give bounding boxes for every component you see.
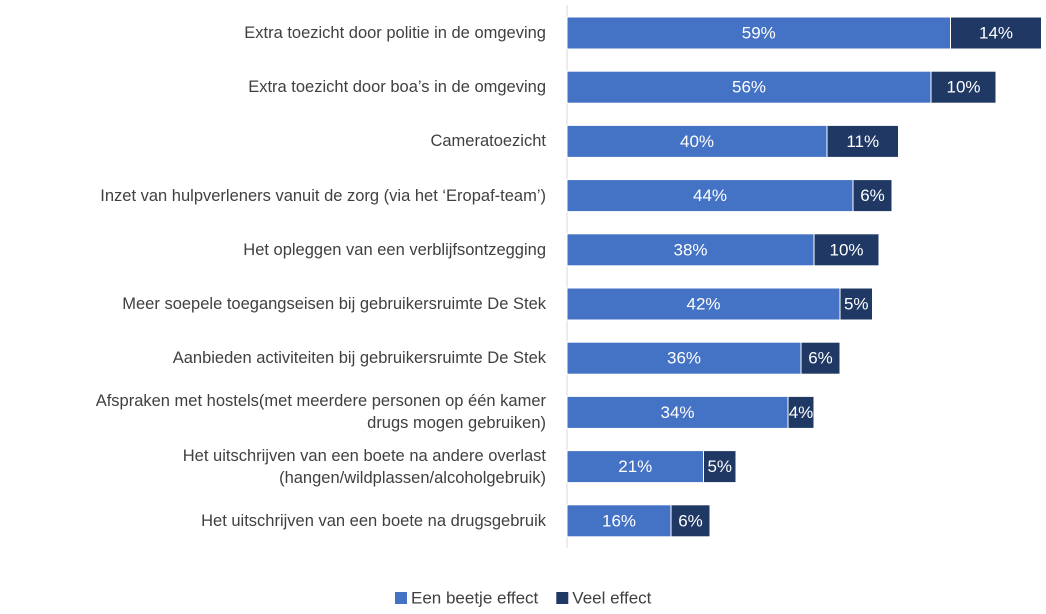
bar-segment [566,179,854,213]
bar-segment [930,70,997,104]
legend-swatch [556,592,569,604]
category-label: Het opleggen van een verblijfsontzegging [243,240,546,259]
data-label: 40% [680,132,714,151]
data-label: 10% [946,78,980,97]
bar-segment [670,504,711,538]
bar-segment [566,287,841,321]
data-label: 16% [602,511,636,530]
category-label: Extra toezicht door boa’s in de omgeving [248,78,546,97]
data-label: 10% [829,240,863,259]
data-label: 42% [686,294,720,313]
category-label: Extra toezicht door politie in de omgevi… [244,24,546,42]
data-label: 6% [860,186,885,205]
data-label: 6% [678,511,703,530]
bar-segment [566,395,789,429]
bar-segment [826,124,899,158]
bar-segment [813,233,880,267]
data-label: 36% [667,349,701,368]
data-label: 44% [693,186,727,205]
category-label: Het uitschrijven van een boete na drugsg… [201,511,546,530]
category-label: Het uitschrijven van een boete na andere… [182,446,546,487]
bar-segment [703,450,737,484]
data-label: 5% [707,457,732,476]
data-label: 34% [660,403,694,422]
data-label: 38% [673,240,707,259]
data-label: 21% [618,457,652,476]
category-label: Inzet van hulpverleners vanuit de zorg (… [100,186,546,205]
legend-label: Veel effect [572,588,651,607]
bar-segment [566,341,802,375]
data-label: 56% [732,78,766,97]
data-label: 14% [979,23,1013,42]
bar-segment [852,179,893,213]
data-label: 59% [742,23,776,42]
legend-swatch [395,592,407,604]
category-label: Aanbieden activiteiten bij gebruikersrui… [172,349,546,368]
category-label: Afspraken met hostels(met meerdere perso… [95,392,546,433]
bar-segment [566,504,672,538]
bar-segment [839,287,873,321]
data-label: 5% [844,294,869,313]
bar-segment [800,341,841,375]
bar-segment [787,395,815,429]
category-label: Meer soepele toegangseisen bij gebruiker… [122,295,546,313]
legend-label: Een beetje effect [411,588,539,607]
data-label: 4% [789,403,814,422]
data-label: 11% [846,132,879,151]
category-label: Cameratoezicht [430,132,546,151]
bar-segment [950,16,1042,50]
bar-segment [566,124,828,158]
data-label: 6% [808,349,833,368]
bar-segment [566,233,815,267]
